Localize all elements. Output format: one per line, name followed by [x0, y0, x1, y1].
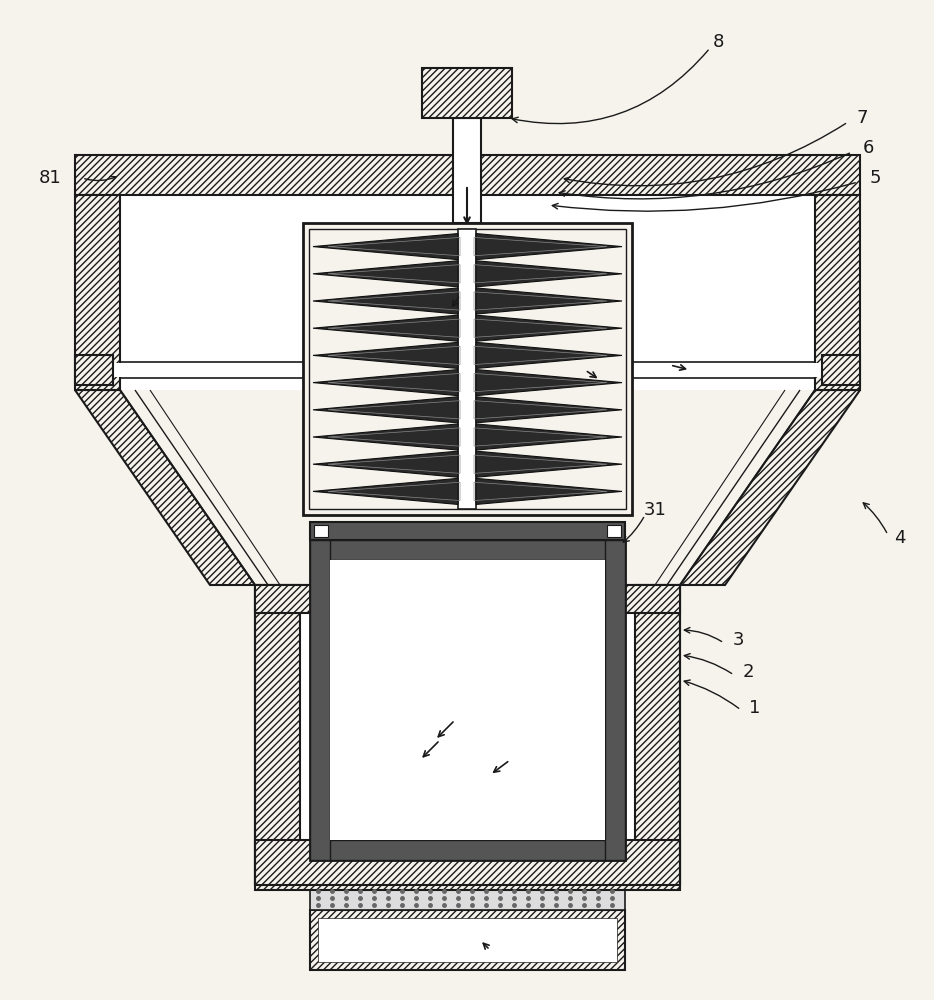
- Text: 3: 3: [732, 631, 743, 649]
- Bar: [605, 540, 625, 860]
- Polygon shape: [313, 451, 458, 477]
- Bar: [635, 585, 680, 885]
- Bar: [310, 540, 625, 860]
- Bar: [310, 910, 625, 970]
- Polygon shape: [313, 478, 458, 504]
- Bar: [75, 362, 860, 378]
- Polygon shape: [313, 288, 458, 314]
- Polygon shape: [313, 424, 458, 450]
- Bar: [458, 229, 476, 509]
- Text: 31: 31: [644, 501, 667, 519]
- Bar: [310, 522, 625, 540]
- Polygon shape: [476, 478, 622, 504]
- Text: 7: 7: [856, 109, 868, 127]
- Bar: [310, 840, 625, 860]
- Bar: [318, 918, 617, 962]
- Bar: [330, 560, 605, 840]
- Bar: [255, 585, 300, 885]
- Bar: [314, 525, 328, 537]
- Polygon shape: [476, 315, 622, 341]
- Polygon shape: [313, 261, 458, 287]
- Text: 2: 2: [743, 663, 754, 681]
- Polygon shape: [680, 390, 860, 585]
- Polygon shape: [476, 234, 622, 260]
- Polygon shape: [476, 370, 622, 396]
- Text: 5: 5: [870, 169, 881, 187]
- Polygon shape: [75, 390, 255, 585]
- Polygon shape: [476, 424, 622, 450]
- Polygon shape: [476, 261, 622, 287]
- Bar: [303, 223, 632, 515]
- Polygon shape: [476, 397, 622, 423]
- Bar: [120, 195, 815, 390]
- Polygon shape: [313, 397, 458, 423]
- Bar: [75, 355, 113, 385]
- Polygon shape: [476, 288, 622, 314]
- Bar: [622, 363, 822, 377]
- Text: 6: 6: [862, 139, 873, 157]
- Bar: [453, 118, 481, 223]
- Polygon shape: [313, 370, 458, 396]
- Bar: [310, 540, 330, 860]
- Bar: [75, 195, 120, 390]
- Bar: [113, 363, 313, 377]
- Text: 4: 4: [894, 529, 906, 547]
- Bar: [422, 68, 512, 118]
- Polygon shape: [313, 342, 458, 368]
- Bar: [255, 585, 680, 613]
- Text: 81: 81: [38, 169, 62, 187]
- Bar: [607, 525, 621, 537]
- Bar: [822, 355, 860, 385]
- Bar: [300, 585, 635, 840]
- Text: 1: 1: [749, 699, 760, 717]
- Polygon shape: [313, 315, 458, 341]
- Polygon shape: [476, 342, 622, 368]
- Bar: [310, 540, 625, 560]
- Bar: [255, 840, 680, 890]
- Polygon shape: [313, 234, 458, 260]
- Polygon shape: [476, 451, 622, 477]
- Text: 8: 8: [713, 33, 724, 51]
- Bar: [75, 155, 860, 195]
- Bar: [309, 229, 626, 509]
- Bar: [815, 195, 860, 390]
- Bar: [310, 885, 625, 910]
